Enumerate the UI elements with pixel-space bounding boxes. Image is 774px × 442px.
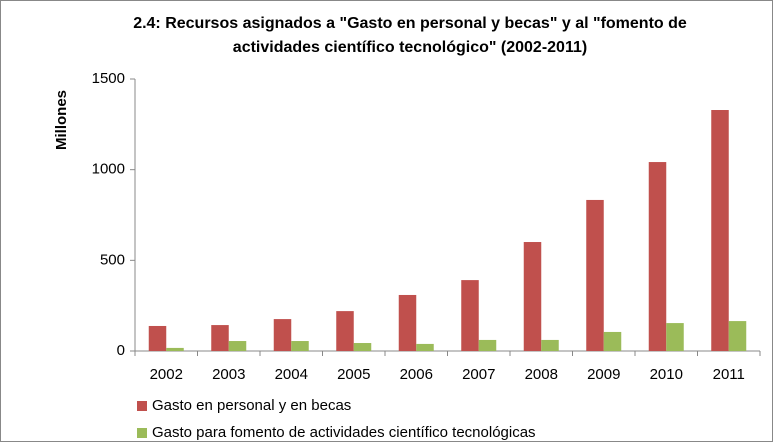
y-tick-label: 0: [117, 342, 125, 359]
x-tick-label: 2011: [713, 366, 745, 383]
bar: [228, 341, 247, 351]
legend-swatch: [137, 401, 147, 411]
bar: [648, 162, 667, 351]
bar: [603, 331, 622, 351]
bar: [148, 325, 167, 351]
bar: [586, 199, 604, 351]
bar: [541, 339, 559, 351]
x-tick-label: 2007: [462, 366, 495, 383]
x-tick-label: 2006: [400, 366, 433, 383]
legend-label: Gasto en personal y en becas: [152, 397, 351, 414]
bar: [711, 110, 729, 352]
bar: [291, 341, 309, 351]
y-tick-label: 1500: [92, 70, 125, 87]
bar: [416, 343, 434, 351]
legend-swatch: [137, 428, 147, 438]
bar: [336, 311, 354, 351]
x-tick-label: 2002: [150, 366, 183, 383]
y-tick-label: 1000: [92, 161, 125, 178]
x-tick-label: 2005: [337, 366, 370, 383]
bar: [211, 325, 229, 351]
x-tick-label: 2008: [525, 366, 558, 383]
bar: [398, 294, 417, 351]
x-tick-label: 2004: [275, 366, 308, 383]
y-tick-label: 500: [100, 251, 125, 268]
x-tick-label: 2009: [587, 366, 620, 383]
x-tick-label: 2003: [212, 366, 245, 383]
x-tick-label: 2010: [650, 366, 683, 383]
bar: [523, 242, 542, 351]
y-axis-label: Millones: [53, 90, 70, 150]
legend-label: Gasto para fomento de actividades cientí…: [152, 424, 536, 441]
bar: [273, 319, 292, 351]
bar: [728, 321, 747, 351]
bar: [666, 323, 684, 351]
bar: [478, 339, 497, 351]
bar: [353, 343, 372, 351]
bar: [461, 280, 479, 351]
bar: [166, 347, 184, 351]
chart-title: 2.4: Recursos asignados a "Gasto en pers…: [133, 15, 687, 56]
